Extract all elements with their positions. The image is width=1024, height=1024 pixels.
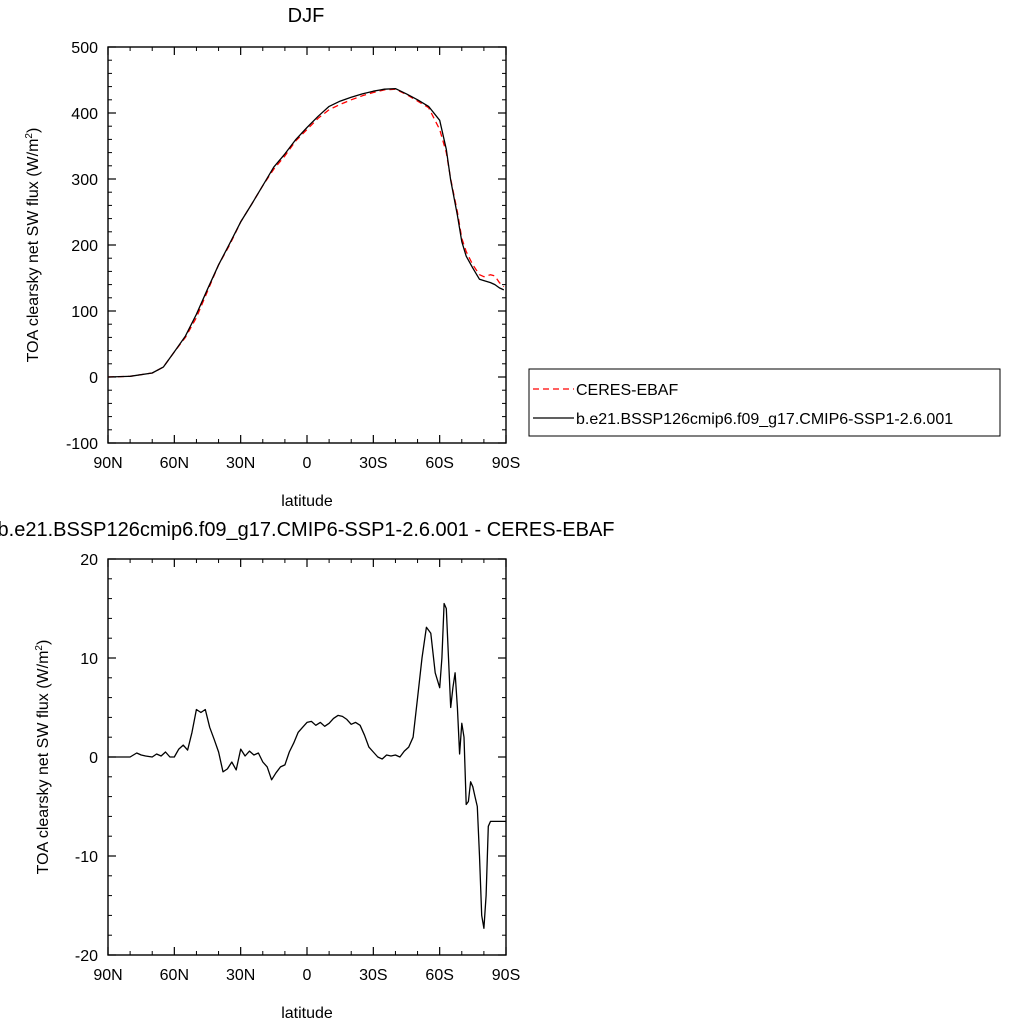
bottom-x-axis-label: latitude [281, 1005, 333, 1022]
y-tick-label: 400 [71, 106, 98, 123]
bottom-y-axis-label-close: ) [35, 640, 52, 645]
legend-label-model: b.e21.BSSP126cmip6.f09_g17.CMIP6-SSP1-2.… [576, 411, 953, 428]
top-x-axis-label: latitude [281, 493, 333, 510]
top-y-axis-label-close: ) [25, 128, 42, 133]
x-tick-label: 90N [93, 455, 122, 472]
bottom-series [108, 602, 506, 929]
x-tick-label: 90N [93, 967, 122, 984]
y-tick-label: 0 [89, 370, 98, 387]
y-tick-label: 100 [71, 304, 98, 321]
x-tick-label: 30S [359, 455, 387, 472]
top-y-axis-label-sup: 2 [24, 133, 35, 139]
x-tick-label: 60N [160, 455, 189, 472]
x-tick-label: 90S [492, 967, 520, 984]
series-line-0-0 [107, 88, 505, 378]
y-tick-label: 10 [80, 651, 98, 668]
series-line-0-1 [107, 87, 505, 378]
y-tick-label: -100 [66, 436, 98, 453]
top-series [107, 87, 505, 378]
x-tick-label: 60S [425, 967, 453, 984]
legend-box [528, 368, 1001, 437]
y-tick-label: -10 [75, 849, 98, 866]
bottom-x-tick-labels: 90N 60N 30N 0 30S 60S 90S [93, 967, 520, 984]
series-line-1-0 [108, 602, 506, 929]
top-y-axis-label: TOA clearsky net SW flux (W/m2) [24, 128, 42, 363]
x-tick-label: 60N [160, 967, 189, 984]
y-tick-label: 0 [89, 750, 98, 767]
bottom-panel: b.e21.BSSP126cmip6.f09_g17.CMIP6-SSP1-2.… [0, 519, 614, 1022]
top-panel: DJF -100 0 100 200 300 400 500 90N 60N 30N 0 30S 60… [24, 5, 1001, 510]
y-tick-label: 300 [71, 172, 98, 189]
top-y-tick-labels: -100 0 100 200 300 400 500 [66, 40, 98, 453]
x-tick-label: 0 [303, 455, 312, 472]
top-plot-frame [107, 46, 507, 444]
bottom-y-axis-label-sup: 2 [34, 645, 45, 651]
y-tick-label: 200 [71, 238, 98, 255]
y-tick-label: -20 [75, 948, 98, 965]
x-tick-label: 30S [359, 967, 387, 984]
x-tick-label: 90S [492, 455, 520, 472]
x-tick-label: 0 [303, 967, 312, 984]
top-x-tick-labels: 90N 60N 30N 0 30S 60S 90S [93, 455, 520, 472]
bottom-title: b.e21.BSSP126cmip6.f09_g17.CMIP6-SSP1-2.… [0, 519, 614, 541]
x-tick-label: 60S [425, 455, 453, 472]
top-y-axis-label-main: TOA clearsky net SW flux (W/m [25, 139, 42, 363]
top-title: DJF [288, 5, 325, 27]
legend: CERES-EBAF b.e21.BSSP126cmip6.f09_g17.CM… [528, 368, 1001, 437]
x-tick-label: 30N [226, 967, 255, 984]
bottom-y-axis-label-main: TOA clearsky net SW flux (W/m [35, 651, 52, 875]
x-tick-label: 30N [226, 455, 255, 472]
y-tick-label: 500 [71, 40, 98, 57]
legend-label-ceres: CERES-EBAF [576, 382, 678, 399]
bottom-ticks [107, 558, 507, 956]
bottom-plot-area [107, 558, 507, 956]
top-plot-area [107, 46, 507, 444]
bottom-y-axis-label: TOA clearsky net SW flux (W/m2) [34, 640, 52, 875]
bottom-y-tick-labels: -20 -10 0 10 20 [75, 552, 98, 965]
y-tick-label: 20 [80, 552, 98, 569]
top-ticks [107, 46, 507, 444]
